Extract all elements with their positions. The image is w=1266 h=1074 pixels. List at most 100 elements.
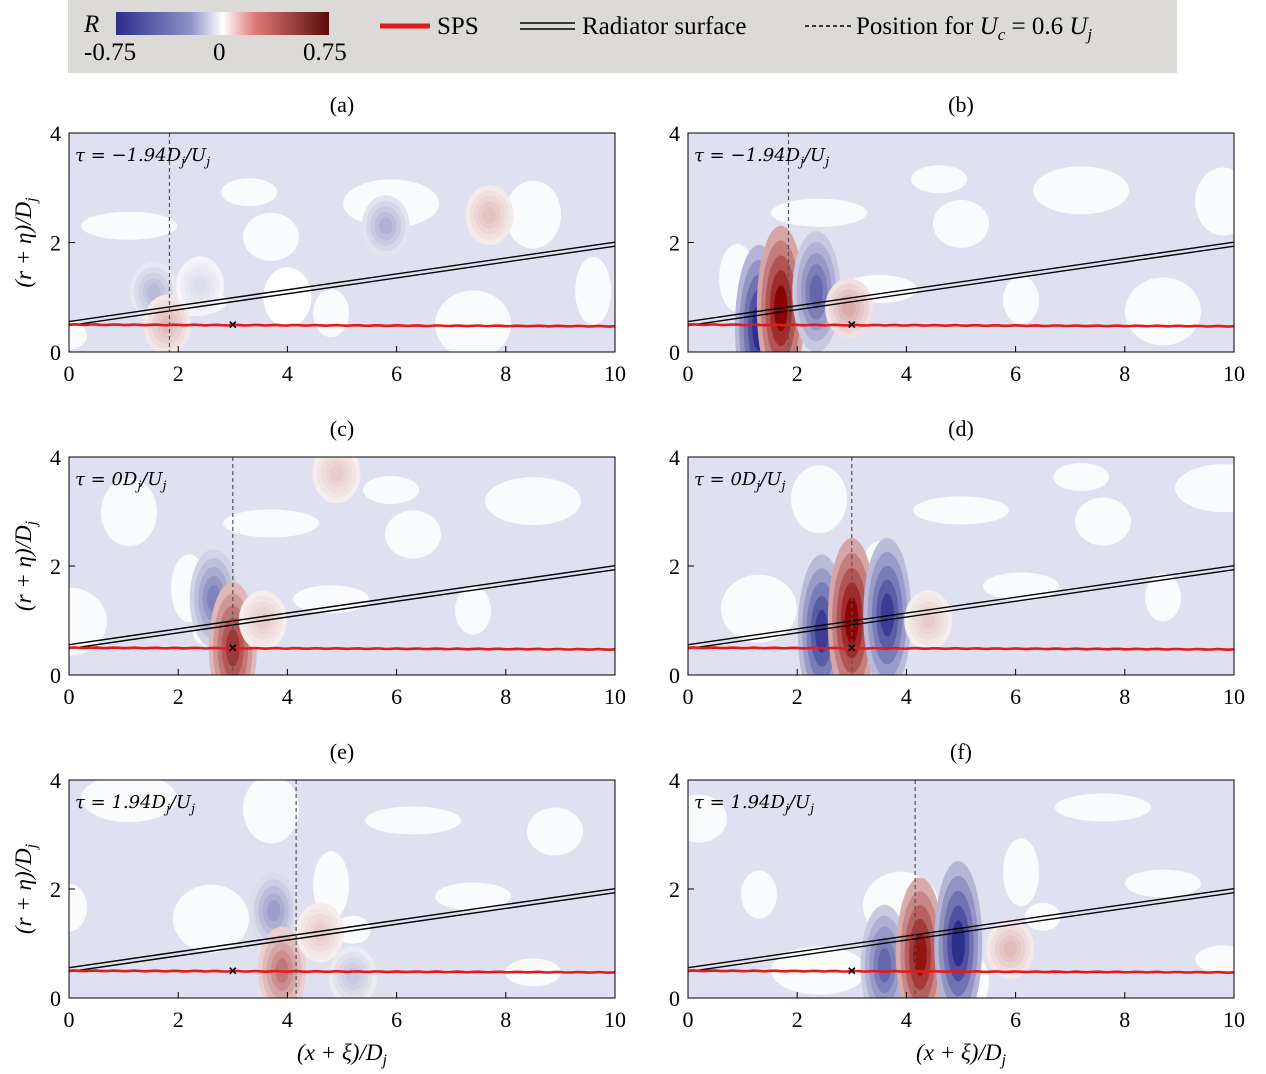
- tau-annotation: τ = 0Dj/Uj: [75, 469, 167, 493]
- x-tick-label: 2: [173, 684, 184, 709]
- colorbar-symbol: R: [83, 11, 99, 38]
- field-patch: [81, 780, 178, 823]
- x-tick-label: 10: [604, 1007, 626, 1032]
- colorbar-tick-min: -0.75: [84, 39, 136, 66]
- probe-marker: [848, 644, 856, 652]
- panel-title: (e): [330, 739, 354, 764]
- field-patch: [223, 509, 320, 538]
- field-patch: [172, 884, 249, 953]
- probe-marker: [848, 967, 856, 975]
- x-tick-label: 6: [391, 684, 402, 709]
- x-axis-label: (x + ξ)/Dj: [297, 1040, 387, 1069]
- y-tick-label: 2: [50, 554, 61, 579]
- plot-area: [69, 133, 615, 352]
- x-tick-label: 4: [282, 684, 293, 709]
- field-patch: [364, 806, 461, 835]
- correlation-contour: [921, 612, 935, 629]
- field-patch: [913, 496, 1009, 525]
- correlation-contour: [482, 206, 497, 224]
- correlation-contour: [880, 593, 895, 637]
- sps-legend-label: SPS: [437, 13, 479, 40]
- x-tick-label: 10: [604, 361, 626, 386]
- field-patch: [526, 807, 583, 856]
- x-tick-label: 4: [282, 361, 293, 386]
- y-tick-label: 4: [50, 768, 61, 793]
- radiator-surface-line: [688, 245, 1234, 327]
- x-tick-label: 8: [1119, 361, 1130, 386]
- y-tick-label: 2: [669, 877, 680, 902]
- x-tick-label: 8: [500, 1007, 511, 1032]
- field-patch: [313, 289, 350, 338]
- x-tick-label: 6: [1010, 684, 1021, 709]
- sps-line: [688, 322, 1234, 328]
- y-tick-label: 4: [669, 768, 680, 793]
- plot-area: [688, 133, 1234, 352]
- correlation-contour: [877, 948, 892, 983]
- tau-annotation: τ = −1.94Dj/Uj: [75, 145, 210, 169]
- correlation-contour: [329, 464, 344, 482]
- panels: 0 2 4 6 8 10 0 2 4 (a) τ = −1.94Dj/Uj (r + η)/Dj 0 2 4…: [11, 92, 1245, 1069]
- sps-line: [69, 646, 615, 652]
- y-tick-label: 4: [50, 121, 61, 146]
- field-patch: [575, 256, 612, 325]
- panel-title: (d): [948, 416, 974, 441]
- field-patch: [69, 587, 107, 656]
- radiator-surface-line: [688, 564, 1234, 646]
- field-patch: [771, 198, 868, 227]
- plot-area: [688, 457, 1234, 675]
- panel-title: (f): [950, 739, 972, 764]
- field-patch: [101, 478, 158, 547]
- panel-b: 0 2 4 6 8 10 0 2 4 (b) τ = −1.94Dj/Uj: [669, 92, 1245, 386]
- panel-d: 0 2 4 6 8 10 0 2 4 (d) τ = 0Dj/Uj: [669, 416, 1245, 709]
- field-patch: [485, 477, 582, 526]
- tau-annotation: τ = 1.94Dj/Uj: [694, 792, 814, 816]
- field-patch: [933, 199, 989, 248]
- field-patch: [1125, 277, 1202, 346]
- y-tick-label: 2: [50, 231, 61, 256]
- x-tick-label: 10: [1223, 361, 1245, 386]
- panel-e: 0 2 4 6 8 10 0 2 4 (e) τ = 1.94Dj/Uj (r + η)/Dj (x +…: [11, 739, 626, 1069]
- panel-f: 0 2 4 6 8 10 0 2 4 (f) τ = 1.94Dj/Uj (x + ξ)/Dj: [669, 739, 1245, 1069]
- correlation-contour: [193, 277, 207, 295]
- radiator-surface-line: [69, 245, 615, 327]
- sps-line: [688, 646, 1234, 652]
- colorbar-tick-mid: 0: [213, 39, 226, 66]
- field-patch: [791, 465, 848, 534]
- colorbar-tick-max: 0.75: [303, 39, 347, 66]
- correlation-contour: [146, 283, 161, 301]
- radiator-surface-line: [69, 241, 615, 323]
- radiator-surface-line: [69, 887, 615, 969]
- field-patch: [363, 476, 420, 505]
- field-patch: [1053, 463, 1110, 492]
- x-tick-label: 0: [64, 684, 75, 709]
- field-patch: [435, 290, 512, 352]
- x-tick-label: 10: [1223, 1007, 1245, 1032]
- field-patch: [1054, 793, 1151, 822]
- radiator-surface-line: [688, 887, 1234, 969]
- correlation-contour: [815, 609, 829, 653]
- field-patch: [1033, 166, 1130, 215]
- field-patch: [688, 794, 727, 843]
- y-axis-label: (r + η)/Dj: [11, 843, 40, 934]
- radiator-surface-line: [688, 241, 1234, 323]
- x-tick-label: 2: [792, 684, 803, 709]
- tau-annotation: τ = −1.94Dj/Uj: [694, 145, 829, 169]
- colorbar: [116, 12, 329, 35]
- panel-title: (a): [330, 92, 354, 117]
- field-patch: [243, 212, 300, 261]
- field-patch: [1195, 945, 1234, 974]
- x-tick-label: 4: [901, 361, 912, 386]
- y-tick-label: 4: [50, 445, 61, 470]
- sps-line: [69, 969, 615, 975]
- field-patch: [435, 882, 512, 911]
- correlation-contour: [267, 900, 281, 922]
- y-tick-label: 0: [669, 986, 680, 1011]
- sps-line: [69, 322, 615, 328]
- correlation-contour: [913, 932, 927, 976]
- x-tick-label: 6: [1010, 1007, 1021, 1032]
- y-tick-label: 0: [50, 663, 61, 688]
- x-tick-label: 8: [1119, 684, 1130, 709]
- x-tick-label: 2: [792, 1007, 803, 1032]
- y-axis-label: (r + η)/Dj: [11, 520, 40, 611]
